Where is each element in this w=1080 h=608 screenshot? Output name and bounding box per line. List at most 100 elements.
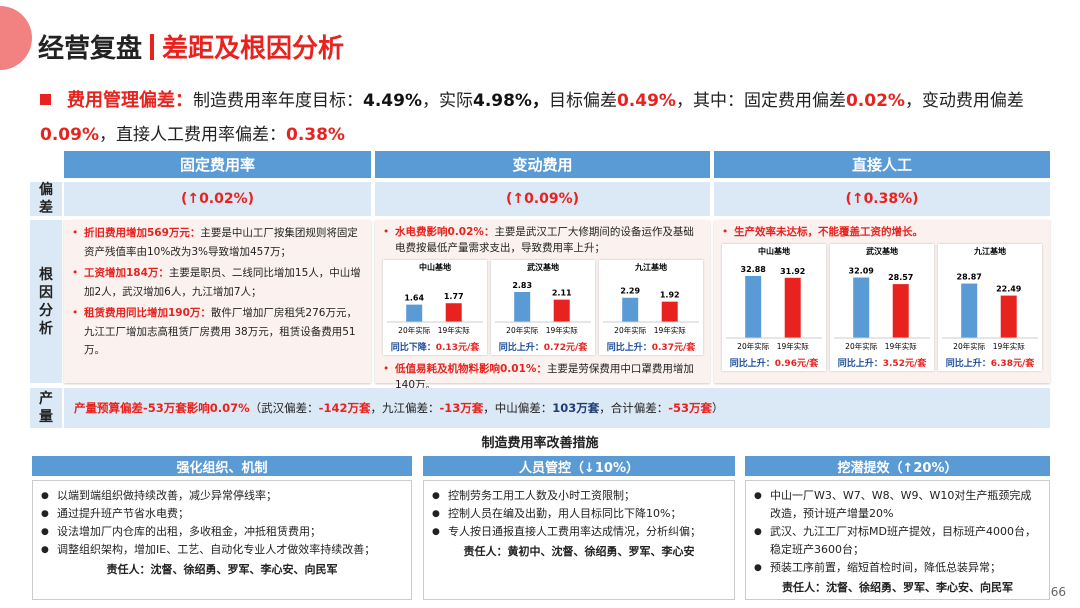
row-label: 根因分析 — [30, 220, 62, 383]
cause-bullet: 低值易耗及机物料影响0.01%：主要是劳保费用中口罩费用增加140万。 — [383, 361, 702, 393]
chart-row: 中山基地 1.64 20年实际 1.77 19年实际 同比下降：0.13元/套 武汉基地 2.… — [383, 260, 703, 355]
bar-value-label: 28.87 — [957, 273, 982, 282]
bar — [745, 276, 762, 338]
row-label: 产量 — [30, 388, 62, 428]
page-number: 66 — [1050, 585, 1066, 599]
measure-header: 挖潜提效（↑20%） — [745, 456, 1050, 476]
bar-value-label: 28.57 — [888, 273, 913, 282]
measure-body: 以端到端组织做持续改善，减少异常停线率；通过提升班产节省水电费；设法增加厂内仓库… — [32, 480, 412, 600]
cause-cell: 折旧费用增加569万元：主要是中山工厂按集团规则将固定资产残值率由10%改为3%… — [64, 220, 371, 383]
mini-chart-plot: 中山基地 32.88 20年实际 31.92 19年实际 — [726, 246, 822, 351]
text-run: 主要是中山工厂按集团规则将固定资产残值率由10%改为3%导致增加457万； — [84, 227, 358, 258]
decor-circle — [0, 6, 32, 70]
deviation: (↑0.09%) — [375, 182, 710, 216]
text-run: 0.49% — [616, 91, 676, 111]
caption-value: 0.72元/套 — [543, 343, 588, 353]
caption-value: 6.38元/套 — [990, 359, 1035, 369]
chart-row: 中山基地 32.88 20年实际 31.92 19年实际 同比上升：0.96元/套 武汉基地… — [722, 244, 1042, 371]
caption-value: 0.96元/套 — [774, 359, 819, 369]
measure-item: 调整组织架构，增加IE、工艺、自动化专业人才做效率持续改善； — [41, 541, 403, 559]
bar-category-label: 20年实际 — [614, 325, 647, 335]
caption-label: 同比上升： — [837, 359, 883, 369]
caption-value: 0.37元/套 — [651, 343, 696, 353]
summary-bullet — [40, 94, 51, 105]
measure-item: 中山一厂W3、W7、W8、W9、W10对生产瓶颈完成改造，预计班产增量20% — [754, 487, 1041, 523]
title-left: 经营复盘 — [38, 34, 143, 64]
bar — [406, 304, 423, 322]
text-run: 目标偏差 — [548, 91, 617, 111]
text-run: ，九江偏差： — [370, 401, 440, 415]
measure-item: 通过提升班产节省水电费； — [41, 505, 403, 523]
cause-bullet: 折旧费用增加569万元：主要是中山工厂按集团规则将固定资产残值率由10%改为3%… — [72, 224, 363, 261]
caption-label: 同比上升： — [729, 359, 775, 369]
mini-chart-plot: 中山基地 1.64 20年实际 1.77 19年实际 — [387, 262, 483, 335]
text-run: （武汉偏差： — [249, 401, 319, 415]
cause-bullet: 水电费影响0.02%：主要是武汉工厂大修期间的设备运作及基础电费按最低产量需求支… — [383, 224, 702, 256]
bar — [784, 277, 801, 338]
bar — [553, 299, 570, 322]
measure-item: 控制劳务工用工人数及小时工资限制； — [432, 487, 726, 505]
text-run: ，中山偏差： — [483, 401, 553, 415]
measure-header: 强化组织、机制 — [32, 456, 412, 476]
caption-label: 同比上升： — [945, 359, 991, 369]
bar-category-label: 20年实际 — [845, 341, 878, 351]
mini-chart-caption: 同比上升：6.38元/套 — [938, 357, 1042, 371]
bar — [661, 301, 678, 322]
deviation: (↑0.02%) — [64, 182, 371, 216]
column-header: 直接人工 — [714, 151, 1050, 178]
text-run: 产量预算偏差-53万套影响0.07% — [74, 401, 250, 415]
measure-item: 设法增加厂内仓库的出租，多收租金，冲抵租赁费用； — [41, 523, 403, 541]
bar — [445, 303, 462, 322]
mini-chart-caption: 同比上升：0.37元/套 — [599, 341, 703, 355]
measure-body: 控制劳务工用工人数及小时工资限制；控制人员在编及出勤，用人目标同比下降10%；专… — [423, 480, 735, 600]
text-run: 0.38% — [285, 125, 345, 145]
text-run: 制造费用率年度目标： — [193, 91, 363, 111]
bar-category-label: 19年实际 — [777, 341, 810, 351]
text-run: ，直接人工费用率偏差： — [98, 125, 286, 145]
bar-value-label: 2.11 — [552, 289, 572, 298]
text-run: 租赁费用同比增加190万： — [84, 307, 211, 319]
caption-value: 3.52元/套 — [882, 359, 927, 369]
bar — [892, 284, 909, 338]
bar-value-label: 32.09 — [849, 266, 875, 275]
bar-category-label: 19年实际 — [885, 341, 918, 351]
text-run: ，合计偏差： — [599, 401, 669, 415]
mini-chart-title: 武汉基地 — [866, 246, 898, 256]
mini-chart: 九江基地 28.87 20年实际 22.49 19年实际同比上升：6.38元/套 — [938, 244, 1042, 371]
bar-value-label: 32.88 — [741, 265, 767, 274]
caption-label: 同比上升： — [606, 343, 652, 353]
measure-header: 人员管控（↓10%） — [423, 456, 735, 476]
mini-chart-title: 武汉基地 — [527, 262, 559, 272]
text-run: ，实际 — [421, 91, 473, 111]
bar-value-label: 1.77 — [444, 292, 464, 301]
column-header: 变动费用 — [375, 151, 710, 178]
text-run: 散件厂增加厂房租凭276万元，九江工厂增加志高租赁厂房费用 38万元，租赁设备费… — [84, 307, 357, 356]
text-run: 折旧费用增加569万元： — [84, 227, 201, 239]
mini-chart-title: 九江基地 — [634, 262, 667, 272]
text-run: -142万套 — [318, 401, 371, 415]
text-run: ，其中：固定费用偏差 — [675, 91, 846, 111]
summary: 费用管理偏差：制造费用率年度目标：4.49%，实际4.98%，目标偏差0.49%… — [40, 84, 1040, 152]
text-run: ） — [712, 401, 724, 415]
text-run: 低值易耗及机物料影响0.01%： — [395, 363, 547, 375]
bar-category-label: 20年实际 — [398, 325, 431, 335]
bar-category-label: 20年实际 — [506, 325, 539, 335]
measure-owner: 责任人：黄初中、沈督、徐绍勇、罗军、李心安 — [463, 545, 695, 558]
mini-chart: 武汉基地 32.09 20年实际 28.57 19年实际 同比上升：3.52元/套 — [830, 244, 934, 371]
column-header: 固定费用率 — [64, 151, 371, 178]
caption-label: 同比上升： — [498, 343, 544, 353]
text-run: 主要是职员、二线同比增加15人，中山增加2人，武汉增加6人，九江增加7人； — [84, 267, 361, 298]
mini-chart-plot: 九江基地 28.87 20年实际 22.49 19年实际 — [942, 246, 1038, 351]
bar-category-label: 19年实际 — [993, 341, 1026, 351]
output-text: 产量预算偏差-53万套影响0.07%（武汉偏差：-142万套，九江偏差：-13万… — [74, 400, 724, 416]
text-run: 103万套 — [552, 401, 600, 415]
mini-chart-caption: 同比上升：3.52元/套 — [830, 357, 934, 371]
bar-category-label: 19年实际 — [546, 325, 579, 335]
mini-chart-caption: 同比上升：0.72元/套 — [491, 341, 595, 355]
title-right: 差距及根因分析 — [162, 34, 345, 64]
bar-category-label: 19年实际 — [654, 325, 687, 335]
text-run: 主要是武汉工厂大修期间的设备运作及基础电费按最低产量需求支出，导致费用率上升； — [395, 226, 694, 254]
mini-chart: 九江基地 2.29 20年实际 1.92 19年实际 同比上升：0.37元/套 — [599, 260, 703, 355]
bar-value-label: 1.92 — [660, 291, 680, 300]
